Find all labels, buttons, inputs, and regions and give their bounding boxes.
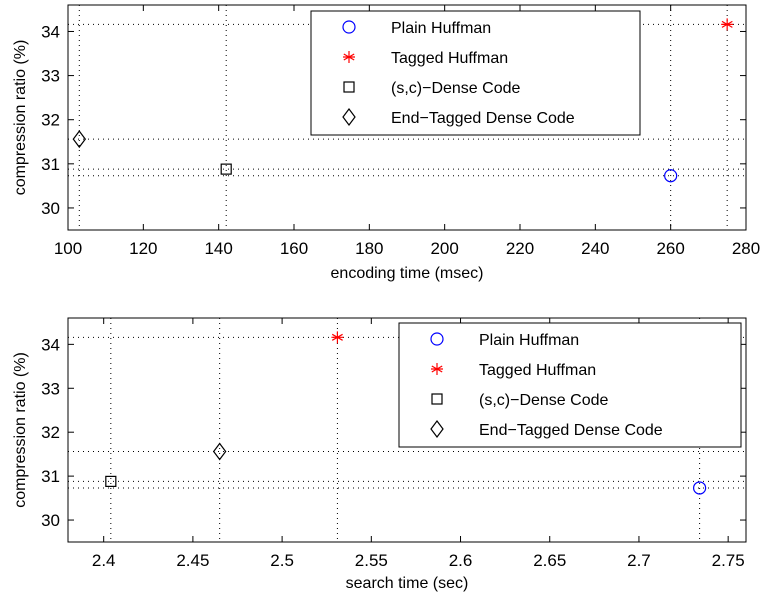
x-tick-label: 2.5 [270, 551, 294, 570]
plot-frame [67, 317, 747, 543]
y-axis-title: compression ratio (%) [12, 352, 29, 508]
plot-frame [67, 4, 747, 231]
x-tick-label: 2.6 [449, 551, 473, 570]
x-tick-label: 260 [656, 239, 684, 258]
legend-marker-1 [342, 20, 356, 34]
legend-label-3: (s,c)−Dense Code [391, 80, 520, 97]
legend-label-2: Tagged Huffman [479, 362, 596, 379]
x-axis-title: search time (sec) [346, 575, 469, 592]
data-point-3 [105, 475, 117, 487]
legend-marker-4 [342, 108, 356, 126]
x-tick-label: 140 [204, 239, 232, 258]
legend-marker-1 [430, 332, 444, 346]
x-tick-label: 2.65 [533, 551, 566, 570]
x-tick-label: 2.55 [355, 551, 388, 570]
legend-label-1: Plain Huffman [391, 20, 491, 37]
chart-panel-1: 100 120 140 160 180 200 220 240 260 280 30 31 32 33 34… [12, 4, 760, 282]
legend-box [310, 10, 641, 136]
data-point-2 [721, 18, 734, 31]
y-tick-label: 30 [41, 199, 60, 218]
y-tick-label: 32 [41, 111, 60, 130]
legend-box [398, 322, 742, 448]
y-tick-label: 31 [41, 155, 60, 174]
y-tick-label: 34 [41, 335, 60, 354]
data-point-1 [693, 481, 707, 495]
legend-marker-2 [431, 363, 443, 375]
x-tick-label: 2.4 [92, 551, 116, 570]
legend-marker-3 [431, 393, 443, 405]
legend-marker-2 [343, 51, 355, 63]
legend: Plain Huffman Tagged Huffman (s,c)−Dense C… [398, 322, 742, 448]
x-tick-label: 100 [54, 239, 82, 258]
x-tick-label: 2.75 [712, 551, 745, 570]
y-tick-label: 33 [41, 379, 60, 398]
x-tick-label: 120 [129, 239, 157, 258]
data-point-2 [331, 331, 344, 344]
legend-marker-3 [343, 81, 355, 93]
x-tick-label: 280 [732, 239, 760, 258]
chart-panel-2: 2.4 2.45 2.5 2.55 2.6 2.65 2.7 2.75 30 31 32 33 34 se… [12, 317, 747, 592]
data-point-4 [212, 442, 227, 461]
x-tick-label: 240 [581, 239, 609, 258]
legend-label-2: Tagged Huffman [391, 50, 508, 67]
x-tick-label: 200 [430, 239, 458, 258]
x-axis-title: encoding time (msec) [331, 265, 484, 282]
y-axis-title: compression ratio (%) [12, 40, 29, 196]
x-tick-label: 2.45 [176, 551, 209, 570]
legend-label-4: End−Tagged Dense Code [479, 422, 663, 439]
y-tick-label: 31 [41, 467, 60, 486]
legend-label-1: Plain Huffman [479, 332, 579, 349]
legend-label-4: End−Tagged Dense Code [391, 110, 575, 127]
y-tick-label: 34 [41, 22, 60, 41]
legend-label-3: (s,c)−Dense Code [479, 392, 608, 409]
data-point-3 [220, 163, 232, 175]
x-tick-label: 220 [506, 239, 534, 258]
legend-marker-4 [430, 420, 444, 438]
legend: Plain Huffman Tagged Huffman (s,c)−Dense C… [310, 10, 641, 136]
data-point-4 [72, 130, 87, 149]
x-tick-label: 160 [280, 239, 308, 258]
y-tick-label: 30 [41, 511, 60, 530]
y-tick-label: 33 [41, 67, 60, 86]
x-tick-label: 2.7 [627, 551, 651, 570]
data-point-1 [664, 169, 678, 183]
y-tick-label: 32 [41, 423, 60, 442]
x-tick-label: 180 [355, 239, 383, 258]
